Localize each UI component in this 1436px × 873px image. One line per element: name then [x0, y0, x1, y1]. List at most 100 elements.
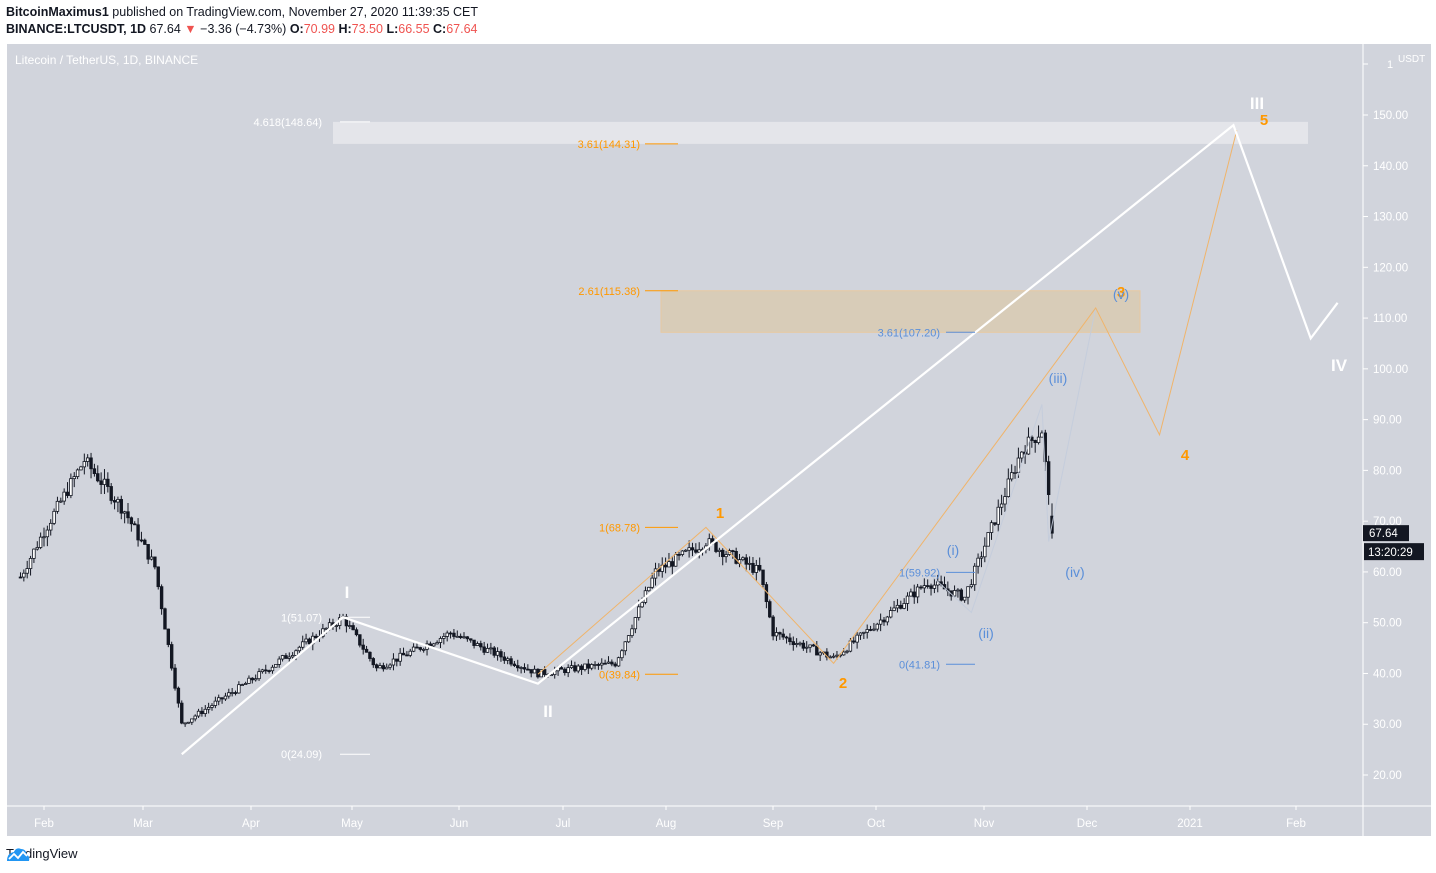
candle: [166, 628, 171, 645]
publish-info: BitcoinMaximus1 published on TradingView…: [6, 5, 478, 19]
wave-label-white-IV: IV: [1331, 356, 1348, 375]
candle: [126, 511, 130, 519]
wave-label-blue-v: (v): [1113, 286, 1129, 302]
candle: [89, 457, 93, 470]
candle: [442, 636, 446, 639]
candle: [583, 663, 587, 670]
candle: [912, 591, 916, 598]
candle: [348, 625, 352, 627]
published-text: published on TradingView.com, November 2…: [112, 5, 479, 19]
time-tick-label: 2021: [1177, 818, 1203, 830]
candle: [324, 627, 328, 630]
candle: [667, 561, 671, 568]
time-tick-label: Apr: [242, 818, 260, 830]
tradingview-logo-icon: [7, 848, 30, 861]
candle: [858, 632, 863, 636]
candle: [307, 638, 312, 645]
candle: [724, 554, 728, 558]
candle: [314, 635, 318, 639]
price-tick-label: 130.00: [1373, 212, 1408, 224]
candle: [22, 572, 26, 578]
candle: [532, 668, 537, 674]
candle: [112, 500, 117, 503]
candle: [334, 625, 339, 627]
orange-wave-path: [537, 130, 1238, 675]
price-tick-label: 80.00: [1373, 465, 1402, 477]
candle: [1009, 472, 1014, 480]
candle: [690, 547, 695, 551]
candle: [49, 522, 53, 531]
candle: [593, 664, 597, 666]
candle: [526, 668, 530, 671]
candle: [351, 625, 355, 631]
candle: [143, 539, 147, 545]
candle: [539, 669, 543, 678]
candle: [919, 586, 923, 589]
wave-label-blue-iii: (iii): [1049, 370, 1068, 386]
candle: [220, 697, 224, 700]
time-tick-label: Dec: [1077, 818, 1098, 830]
candle: [85, 457, 90, 462]
candle: [1033, 440, 1037, 444]
candle: [28, 558, 33, 569]
candle: [75, 469, 80, 477]
price-change: −3.36 (−4.73%): [200, 22, 287, 36]
candle: [973, 565, 977, 586]
candle: [277, 658, 281, 665]
candle: [566, 667, 570, 674]
countdown-badge: [1364, 543, 1424, 561]
time-tick-label: Mar: [133, 818, 153, 830]
price-chart[interactable]: Litecoin / TetherUS, 1D, BINANCE 1 USDT150…: [7, 44, 1431, 836]
candle: [210, 705, 214, 708]
candle: [653, 568, 658, 579]
candle: [512, 663, 517, 667]
candle: [613, 663, 617, 667]
candle: [452, 632, 456, 637]
candle: [569, 665, 574, 669]
fib-level-label: 2.61(115.38): [578, 286, 640, 298]
candle: [418, 647, 423, 650]
candle: [482, 646, 486, 653]
candle: [72, 476, 76, 480]
candle: [600, 662, 604, 666]
wave-label-white-III: III: [1250, 94, 1264, 113]
candle: [82, 461, 87, 468]
candle: [902, 603, 906, 609]
price-tick-label: 20.00: [1373, 770, 1402, 782]
candle: [791, 641, 795, 646]
candle: [885, 616, 890, 623]
candle: [744, 557, 748, 565]
candle: [889, 610, 893, 618]
price-tick-label: 40.00: [1373, 668, 1402, 680]
candle: [663, 564, 668, 568]
candle: [1026, 436, 1031, 455]
candle: [388, 664, 392, 668]
blue-wave-path: [927, 307, 1097, 614]
candle: [522, 667, 527, 670]
candle: [260, 669, 265, 673]
candle: [808, 644, 812, 648]
candle: [747, 562, 752, 565]
candle: [976, 557, 980, 567]
candle: [395, 658, 399, 662]
candle: [680, 550, 685, 555]
chart-area[interactable]: Litecoin / TetherUS, 1D, BINANCE 1 USDT 150…: [7, 44, 1431, 836]
publisher-name[interactable]: BitcoinMaximus1: [6, 5, 109, 19]
candle: [734, 551, 738, 564]
candle: [284, 655, 288, 659]
candle: [909, 591, 913, 597]
candle: [956, 589, 960, 592]
candle: [119, 499, 123, 514]
candle: [835, 654, 839, 657]
candle: [495, 651, 500, 656]
candle: [149, 556, 154, 560]
close-value: 67.64: [446, 22, 478, 36]
candle: [781, 633, 785, 638]
last-price: 67.64: [149, 22, 181, 36]
candle: [250, 677, 255, 681]
candle: [358, 634, 362, 646]
candle: [465, 636, 470, 640]
candle: [865, 629, 869, 633]
candle: [462, 636, 466, 639]
candle: [1020, 451, 1024, 459]
